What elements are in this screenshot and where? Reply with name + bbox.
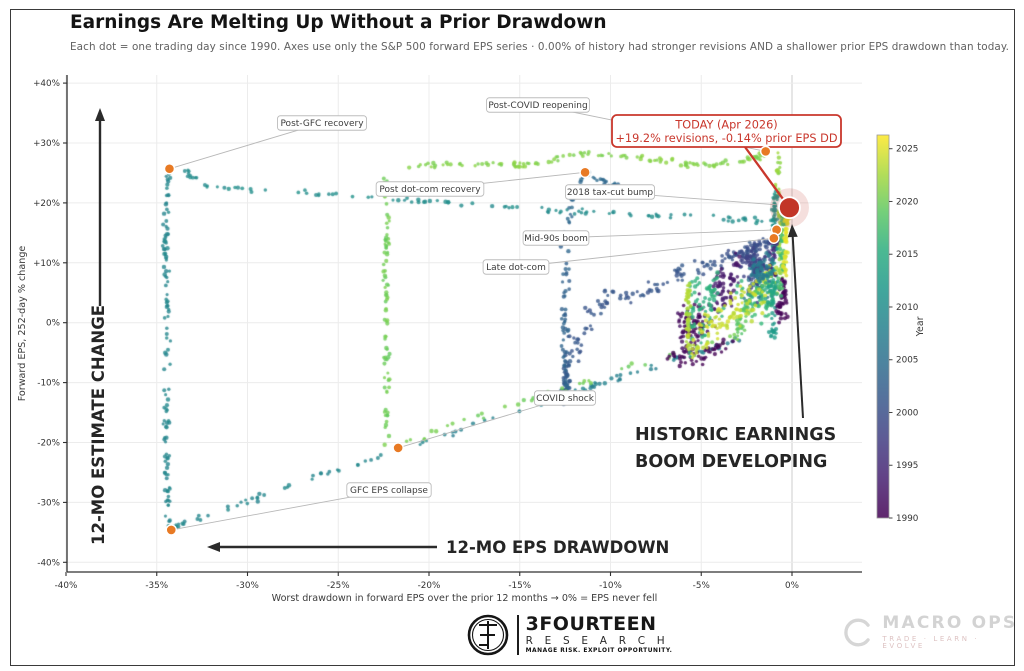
svg-text:2018 tax-cut bump: 2018 tax-cut bump <box>567 188 654 198</box>
research-brand-tagline: MANAGE RISK. EXPLOIT OPPORTUNITY. <box>525 648 673 655</box>
annotation-label: Late dot-com <box>482 259 550 275</box>
today-dot <box>778 196 801 220</box>
event-dot <box>165 524 177 536</box>
event-dot <box>579 166 591 179</box>
boom-callout-line2: BOOM DEVELOPING <box>635 452 827 472</box>
annotation-label: COVID shock <box>533 390 597 406</box>
annotation-label: Post-COVID reopening <box>486 97 590 113</box>
macro-ops-logo: MACRO OPS TRADE · LEARN · EVOLVE <box>842 615 1024 650</box>
research-brand-sub: R E S E A R C H <box>525 634 669 647</box>
footer-divider <box>517 615 519 655</box>
today-callout-box: TODAY (Apr 2026)+19.2% revisions, -0.14%… <box>611 114 842 148</box>
research-brand-name: 3FOURTEEN <box>525 612 657 635</box>
today-connector-line <box>744 146 788 205</box>
svg-text:Mid-90s boom: Mid-90s boom <box>524 234 588 244</box>
annotation-label: GFC EPS collapse <box>346 482 432 498</box>
event-dot <box>759 145 772 158</box>
macro-ops-ring-icon <box>844 618 873 647</box>
research-brand-logo: 3FOURTEEN R E S E A R C H MANAGE RISK. E… <box>466 613 672 657</box>
svg-text:Post-GFC recovery: Post-GFC recovery <box>280 119 364 129</box>
svg-text:+19.2% revisions, -0.14% prio: +19.2% revisions, -0.14% prior EPS DD <box>615 132 837 145</box>
event-dot <box>163 163 176 175</box>
annotation-leader-line <box>555 229 777 239</box>
svg-text:Late dot-com: Late dot-com <box>486 263 546 273</box>
boom-callout-line1: HISTORIC EARNINGS <box>635 425 836 445</box>
event-dot <box>768 232 780 244</box>
3fourteen-monogram-icon <box>467 614 509 656</box>
annotation-label: Post-GFC recovery <box>277 115 367 131</box>
macro-ops-name: MACRO OPS <box>882 613 1018 633</box>
svg-text:GFC EPS collapse: GFC EPS collapse <box>350 486 428 496</box>
drawdown-callout: 12-MO EPS DRAWDOWN <box>446 538 669 557</box>
svg-text:TODAY (Apr 2026): TODAY (Apr 2026) <box>674 119 777 132</box>
svg-text:COVID shock: COVID shock <box>536 394 595 404</box>
estimate-change-callout: 12-MO ESTIMATE CHANGE <box>89 305 108 545</box>
event-dot <box>392 442 404 454</box>
annotation-leader-line <box>515 237 774 268</box>
macro-ops-tagline: TRADE · LEARN · EVOLVE <box>882 635 980 650</box>
svg-text:Post dot-com recovery: Post dot-com recovery <box>379 185 481 195</box>
annotation-leader-line <box>398 397 566 449</box>
annotation-label: Post dot-com recovery <box>375 181 485 197</box>
svg-text:Post-COVID reopening: Post-COVID reopening <box>488 101 587 111</box>
annotation-label: 2018 tax-cut bump <box>565 184 655 200</box>
annotation-label: Mid-90s boom <box>522 230 590 246</box>
